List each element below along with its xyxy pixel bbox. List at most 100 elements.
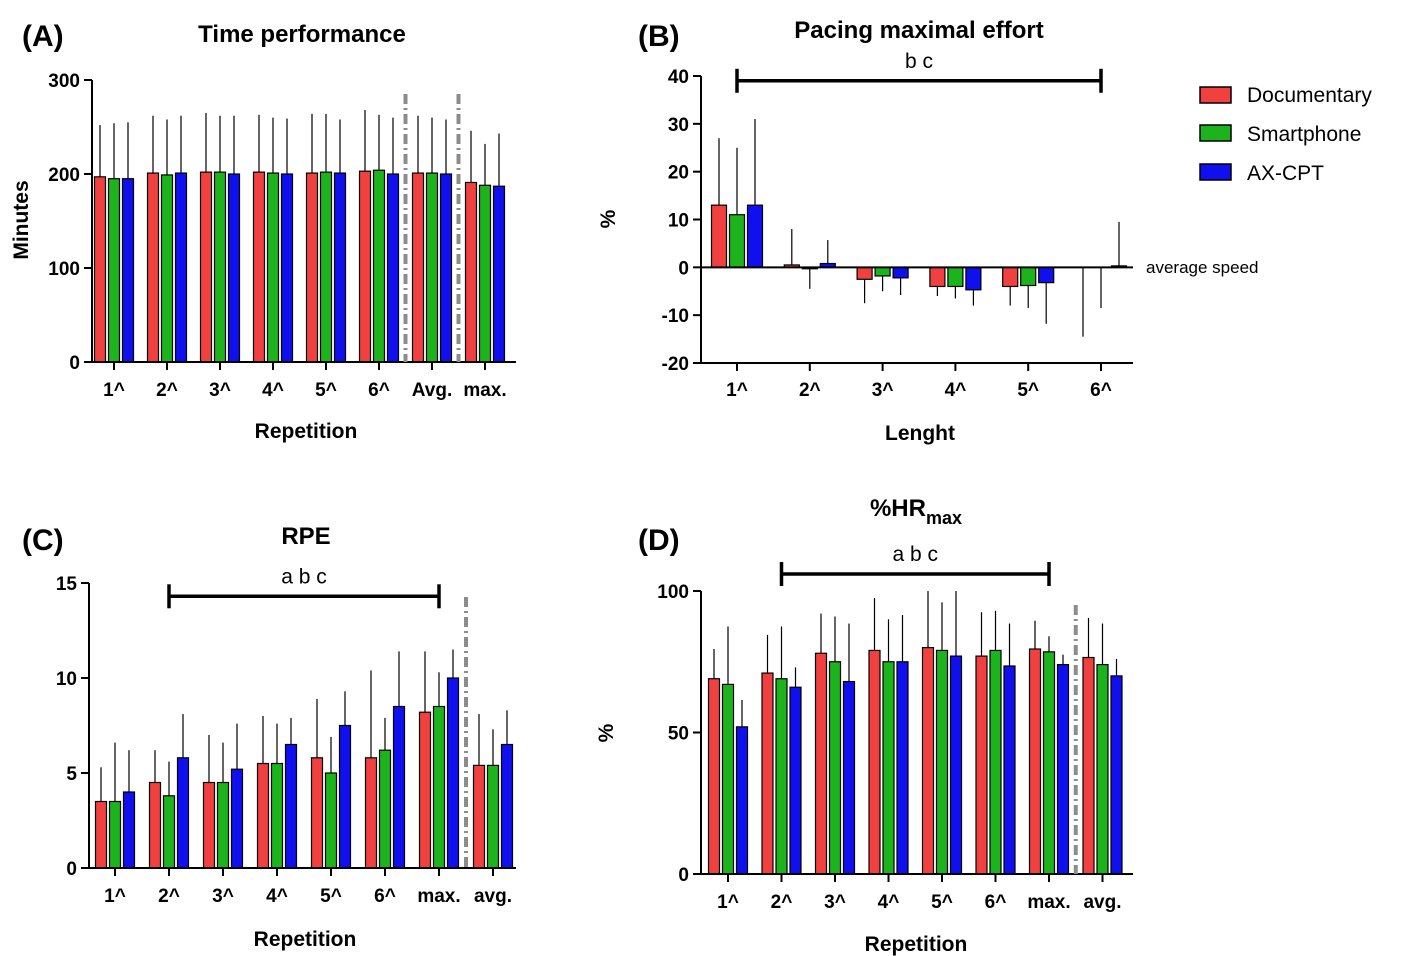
panel-d-x-tick-label: 6^ xyxy=(985,892,1007,913)
panel-d-title-main: %HR xyxy=(870,495,926,522)
panel-a-x-tick-label: 4^ xyxy=(262,380,284,401)
panel-a-bar xyxy=(107,178,121,363)
panel-c-significance-label: a b c xyxy=(281,565,327,588)
legend-label-documentary: Documentary xyxy=(1247,84,1372,107)
panel-a-bar xyxy=(319,171,333,363)
panel-a-x-tick-label: Avg. xyxy=(412,380,452,401)
panel-c-bar xyxy=(202,781,216,869)
panel-c-bar xyxy=(108,800,122,869)
panel-d-x-tick-label: max. xyxy=(1027,892,1070,913)
panel-c-bar xyxy=(364,757,378,869)
panel-a-bar xyxy=(425,172,439,363)
panel-c-bar xyxy=(378,749,392,869)
panel-b-x-tick-label: 2^ xyxy=(799,380,821,401)
panel-c-bar xyxy=(446,677,460,869)
panel-d-bar xyxy=(882,661,895,875)
panel-a-bar xyxy=(386,173,400,363)
panel-c-bar xyxy=(176,757,190,869)
panel-c-y-tick-label: 15 xyxy=(56,574,78,595)
panel-a-y-tick-label: 300 xyxy=(48,71,80,92)
panel-a-y-tick-label: 200 xyxy=(48,165,80,186)
panel-b-title: Pacing maximal effort xyxy=(794,17,1043,44)
panel-a-x-tick-label: 6^ xyxy=(368,380,390,401)
panel-d-bar xyxy=(1042,651,1056,875)
panel-d-bar xyxy=(789,686,802,875)
panel-a-bar xyxy=(439,173,453,363)
panel-c-bar xyxy=(256,762,270,869)
panel-a-y-tick-label: 100 xyxy=(48,259,80,280)
panel-b-x-tick-label: 3^ xyxy=(872,380,894,401)
panel-c-bar xyxy=(230,768,244,869)
panel-a-bar xyxy=(305,172,319,363)
panel-c-x-tick-label: avg. xyxy=(474,886,512,907)
panel-a-x-tick-label: 3^ xyxy=(209,380,231,401)
panel-c-bar xyxy=(418,711,432,869)
legend-swatch-axcpt xyxy=(1199,163,1232,181)
panel-a-bar xyxy=(227,173,241,363)
panel-d-x-tick-label: 4^ xyxy=(878,892,900,913)
panel-d-bar xyxy=(1110,675,1123,875)
panel-d-bar xyxy=(721,683,735,875)
legend-swatch-documentary xyxy=(1199,86,1232,104)
panel-b-bar xyxy=(728,214,746,268)
panel-d-x-tick-label: avg. xyxy=(1083,892,1121,913)
panel-d-x-tick-label: 1^ xyxy=(717,892,739,913)
panel-a-title: Time performance xyxy=(198,21,406,48)
panel-d-title-subscript: max xyxy=(926,508,962,528)
panel-c-bar xyxy=(148,781,162,869)
panel-b-bar xyxy=(746,204,764,268)
panel-c-x-tick-label: 4^ xyxy=(266,886,288,907)
panel-d-bar xyxy=(1003,665,1016,875)
panel-c-x-tick-label: 2^ xyxy=(158,886,180,907)
panel-c-bar xyxy=(392,705,406,869)
panel-a-x-tick-label: max. xyxy=(463,380,506,401)
panel-b-bar xyxy=(856,266,873,280)
panel-d-bar xyxy=(896,661,909,875)
panel-a-y-tick-label: 0 xyxy=(69,353,80,374)
panel-d-letter: (D) xyxy=(638,524,680,557)
panel-a-bar xyxy=(213,171,227,363)
panel-a-bar xyxy=(280,173,294,363)
panel-d-bar xyxy=(775,678,788,875)
panel-d-bar xyxy=(935,649,949,875)
panel-b-y-tick-label: 30 xyxy=(668,115,689,136)
panel-c-bar xyxy=(432,705,446,869)
panel-b-bar xyxy=(965,266,982,291)
panel-a-bar xyxy=(93,176,107,363)
panel-c-title: RPE xyxy=(281,523,330,550)
panel-a-bar xyxy=(492,185,506,363)
panel-d-bar xyxy=(828,661,842,875)
panel-a-bar xyxy=(266,172,280,363)
panel-c-bar xyxy=(324,772,338,869)
panel-b-bar xyxy=(947,266,964,288)
panel-b-y-tick-label: 40 xyxy=(668,67,689,88)
panel-d-y-tick-label: 50 xyxy=(668,724,689,745)
panel-a-bar xyxy=(411,172,425,363)
panel-c-bar xyxy=(310,757,324,869)
panel-d-bar xyxy=(1028,648,1042,875)
panel-c-bar xyxy=(94,800,108,869)
panel-a-bar xyxy=(199,171,213,363)
panel-b-ylabel: % xyxy=(597,209,620,228)
panel-b-y-tick-label: 20 xyxy=(668,163,689,184)
panel-a-xlabel: Repetition xyxy=(255,420,358,443)
panel-d-bar xyxy=(1056,663,1070,875)
panel-b-bar xyxy=(710,204,728,268)
panel-d-bar xyxy=(761,672,774,875)
panel-c-bar xyxy=(216,781,230,869)
panel-c-plot: 0 5 10 15 1^ 2^ 3^ 4^ 5^ 6^ max. avg. a b c xyxy=(56,565,516,907)
panel-d-bar xyxy=(975,655,988,875)
panel-b-letter: (B) xyxy=(638,20,680,53)
panel-a-bar xyxy=(333,172,347,363)
panel-a-letter: (A) xyxy=(22,20,64,53)
panel-b-y-tick-label: 0 xyxy=(678,258,689,279)
panel-b-plot: -20 -10 0 10 20 30 40 1^ 2^ 3^ 4^ 5^ 6^ b c xyxy=(662,50,1133,401)
panel-c-bar xyxy=(122,791,136,869)
panel-d-plot: 0 50 100 1^ 2^ 3^ 4^ 5^ 6^ max. avg. a b c xyxy=(657,543,1133,913)
panel-c-y-tick-label: 0 xyxy=(66,859,77,880)
panel-d-bar xyxy=(735,726,749,875)
panel-c-bar xyxy=(500,743,514,869)
panel-d-bar xyxy=(842,680,856,875)
panel-d-ylabel: % xyxy=(595,723,618,742)
panel-b-bar xyxy=(1020,266,1037,287)
